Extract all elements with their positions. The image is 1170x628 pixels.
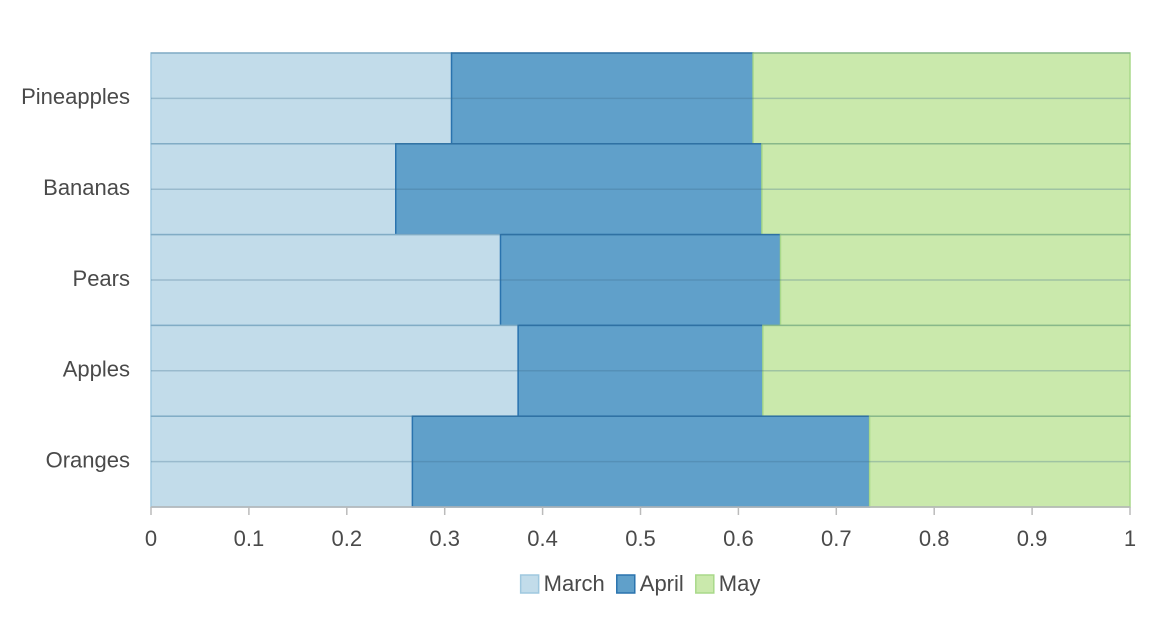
bar — [150, 143, 397, 236]
y-tick-label: Apples — [63, 357, 130, 382]
bar — [395, 143, 763, 236]
bar — [499, 233, 782, 327]
bar — [150, 52, 453, 145]
x-tick-label: 0.8 — [919, 526, 950, 551]
bar — [762, 324, 1131, 417]
x-tick-label: 0.9 — [1017, 526, 1048, 551]
x-tick-label: 0 — [145, 526, 157, 551]
y-tick-label: Pears — [73, 266, 130, 291]
x-tick-label: 0.4 — [527, 526, 558, 551]
bar — [761, 143, 1131, 236]
bar — [411, 415, 871, 508]
x-tick-label: 0.5 — [625, 526, 656, 551]
legend-swatch — [519, 574, 540, 594]
bar — [868, 415, 1131, 508]
x-tick-label: 0.1 — [234, 526, 265, 551]
x-tick-label: 1 — [1124, 526, 1136, 551]
x-tick-label: 0.3 — [429, 526, 460, 551]
y-tick-label: Bananas — [43, 175, 130, 200]
legend-label: March — [544, 571, 605, 596]
x-tick-label: 0.7 — [821, 526, 852, 551]
legend-label: April — [640, 571, 684, 596]
legend-swatch — [695, 574, 715, 594]
bar — [150, 324, 519, 417]
legend: March April May — [519, 571, 761, 596]
bar — [150, 415, 414, 508]
legend-label: May — [719, 571, 761, 596]
legend-swatch — [616, 574, 636, 594]
y-tick-label: Pineapples — [21, 84, 130, 109]
bar — [450, 52, 754, 145]
x-tick-label: 0.6 — [723, 526, 754, 551]
x-tick-label: 0.2 — [332, 526, 363, 551]
y-tick-label: Oranges — [46, 447, 130, 472]
bar — [752, 52, 1131, 145]
